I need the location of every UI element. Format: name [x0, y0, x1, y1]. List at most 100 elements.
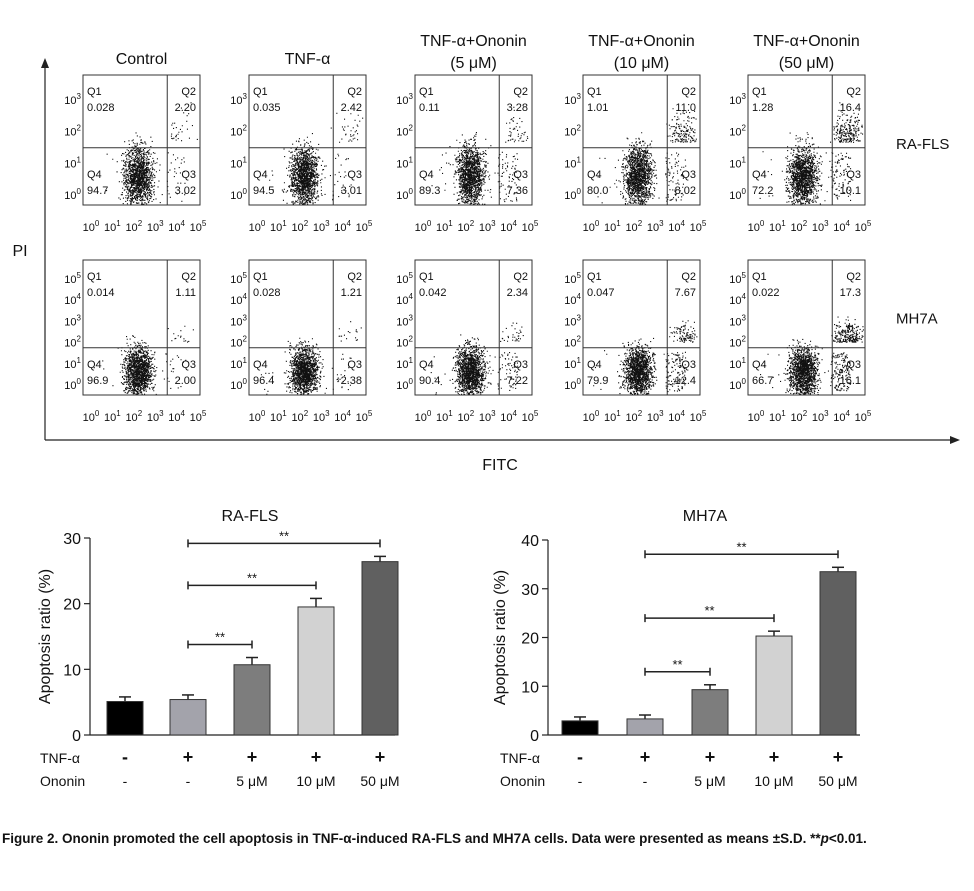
y-tick-label: 0 [72, 728, 81, 745]
quadrant-name: Q3 [513, 169, 528, 181]
quadrant-name: Q2 [681, 271, 696, 283]
x-tick-label: 105 [190, 409, 207, 424]
x-tick-label-exp: 1 [116, 219, 121, 228]
quadrant-value: 16.1 [840, 375, 861, 387]
y-tick-label-exp: 1 [77, 356, 82, 365]
y-tick-label-base: 10 [230, 316, 242, 328]
x-tick-label-exp: 4 [512, 219, 517, 228]
x-tick-label-base: 10 [647, 222, 659, 234]
y-tick-label-exp: 5 [577, 271, 582, 280]
y-tick-label: 0 [530, 728, 539, 745]
x-tick-label-base: 10 [748, 222, 760, 234]
y-tick-label-base: 10 [564, 190, 576, 202]
x-arrow-head [950, 436, 960, 444]
y-tick-label: 103 [64, 92, 81, 107]
x-tick-label: 100 [583, 409, 600, 424]
quadrant-value: 3.01 [341, 185, 362, 197]
y-tick-label: 102 [564, 124, 581, 139]
quadrant-name: Q2 [347, 271, 362, 283]
y-tick-label-base: 10 [729, 359, 741, 371]
y-tick-label: 100 [729, 377, 746, 392]
y-tick-label-base: 10 [396, 158, 408, 170]
y-tick-label-exp: 5 [409, 271, 414, 280]
x-tick-label-base: 10 [625, 222, 637, 234]
x-tick-label-exp: 0 [261, 219, 266, 228]
plot-box [414, 74, 533, 206]
x-label: FITC [482, 457, 518, 474]
x-tick-label: 104 [833, 409, 850, 424]
quadrant-value: 89.3 [419, 185, 440, 197]
y-tick-label-base: 10 [396, 316, 408, 328]
quadrant-name: Q4 [752, 359, 767, 371]
quadrant-value: 8.02 [675, 185, 696, 197]
plot-box [248, 259, 367, 396]
x-tick-label: 102 [457, 219, 474, 234]
x-tick-label: 103 [313, 409, 330, 424]
y-tick-label: 100 [729, 187, 746, 202]
significance-label: ** [672, 657, 682, 672]
x-tick-label-exp: 3 [824, 219, 829, 228]
y-tick-label-base: 10 [230, 127, 242, 139]
x-tick-label: 101 [769, 409, 786, 424]
x-tick-label: 102 [291, 219, 308, 234]
x-tick-label-exp: 5 [534, 409, 539, 418]
x-tick-label: 101 [769, 219, 786, 234]
x-tick-label: 105 [522, 219, 539, 234]
x-tick-label: 100 [415, 409, 432, 424]
x-tick-label-exp: 1 [282, 219, 287, 228]
y-tick-label-exp: 4 [577, 292, 582, 301]
y-tick-label-base: 10 [396, 190, 408, 202]
tnf-label: + [705, 747, 716, 767]
ononin-label: 10 μM [754, 773, 793, 789]
ononin-label: 50 μM [818, 773, 857, 789]
tnf-label: + [769, 747, 780, 767]
quadrant-name: Q4 [253, 359, 268, 371]
y-tick-label: 102 [64, 124, 81, 139]
y-tick-label: 30 [521, 582, 539, 599]
y-tick-label: 104 [564, 292, 581, 307]
x-tick-label-base: 10 [190, 222, 202, 234]
x-tick-label-base: 10 [313, 222, 325, 234]
x-tick-label-base: 10 [690, 222, 702, 234]
x-tick-label-base: 10 [313, 412, 325, 424]
y-tick-label-exp: 2 [742, 124, 747, 133]
y-tick-label: 103 [729, 313, 746, 328]
x-tick-label: 101 [436, 409, 453, 424]
y-tick-label-base: 10 [230, 190, 242, 202]
x-tick-label-exp: 5 [702, 409, 707, 418]
y-tick-label-base: 10 [564, 316, 576, 328]
y-tick-label-base: 10 [230, 274, 242, 286]
y-tick-label-base: 10 [396, 338, 408, 350]
y-tick-label: 103 [230, 92, 247, 107]
bar [626, 718, 664, 736]
quadrant-name: Q3 [846, 359, 861, 371]
quadrant-value: 1.11 [175, 287, 196, 299]
x-tick-label-base: 10 [604, 412, 616, 424]
quadrant-name: Q1 [87, 86, 102, 98]
y-tick-label-exp: 0 [77, 187, 82, 196]
quadrant-value: 17.3 [840, 287, 861, 299]
x-tick-label: 102 [790, 219, 807, 234]
y-tick-label-exp: 1 [409, 155, 414, 164]
y-tick-label: 102 [564, 335, 581, 350]
y-tick-label-base: 10 [564, 274, 576, 286]
scatter-dots [431, 106, 529, 205]
quadrant-name: Q1 [587, 271, 602, 283]
y-tick-label-base: 10 [729, 95, 741, 107]
y-tick-label: 102 [230, 124, 247, 139]
y-tick-label: 103 [396, 313, 413, 328]
x-tick-label-base: 10 [168, 222, 180, 234]
quadrant-value: 94.7 [87, 185, 108, 197]
y-tick-label-base: 10 [729, 158, 741, 170]
row-label: Ononin [500, 773, 545, 789]
y-tick-label-base: 10 [729, 295, 741, 307]
y-tick-label-exp: 0 [742, 377, 747, 386]
quadrant-value: 0.014 [87, 287, 115, 299]
y-tick-label-exp: 5 [243, 271, 248, 280]
plot-box [747, 74, 866, 206]
scatter-dots [597, 104, 697, 206]
x-tick-label-exp: 2 [138, 219, 143, 228]
bar [361, 561, 399, 736]
x-tick-label-exp: 2 [803, 219, 808, 228]
quadrant-name: Q1 [419, 86, 434, 98]
